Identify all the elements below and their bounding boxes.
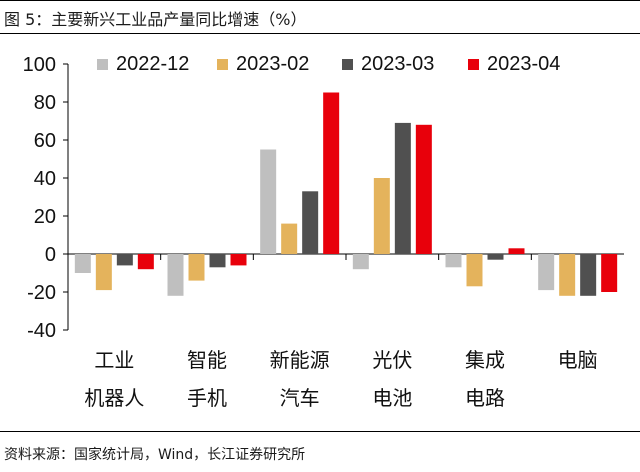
bar (373, 178, 390, 254)
y-tick-label: 0 (45, 244, 56, 266)
bar (538, 254, 555, 291)
bar (302, 191, 319, 254)
legend-swatch (217, 59, 228, 70)
bar (508, 248, 525, 254)
legend-swatch (342, 59, 353, 70)
bar (415, 124, 432, 254)
category-label: 集成 (465, 348, 505, 372)
category-label: 电路 (465, 386, 505, 410)
bar (137, 254, 154, 270)
bar (281, 223, 298, 254)
category-label: 光伏 (372, 348, 412, 372)
bar (466, 254, 483, 287)
bar (260, 149, 277, 254)
category-label: 新能源 (270, 348, 330, 372)
category-label: 电池 (372, 386, 412, 410)
title-rule (0, 33, 640, 34)
bar (559, 254, 576, 296)
bar (74, 254, 91, 273)
bar (352, 254, 369, 270)
category-label: 机器人 (84, 386, 144, 410)
y-tick-label: -20 (27, 282, 56, 304)
bar (601, 254, 618, 292)
y-tick-label: 60 (34, 130, 56, 152)
bar (116, 254, 133, 266)
bar (323, 92, 340, 254)
chart-title: 图 5：主要新兴工业品产量同比增速（%） (4, 10, 307, 29)
bar (167, 254, 184, 296)
bar (188, 254, 205, 281)
category-label: 汽车 (280, 386, 320, 410)
y-tick-label: 100 (23, 54, 56, 76)
source-note: 资料来源：国家统计局，Wind，长江证券研究所 (4, 447, 306, 463)
legend-swatch (97, 59, 108, 70)
bar (95, 254, 112, 291)
bottom-rule (0, 431, 640, 432)
legend-item: 2023-02 (217, 53, 309, 76)
y-tick-label: -40 (27, 320, 56, 342)
legend-label: 2023-02 (236, 53, 310, 75)
bar (209, 254, 226, 268)
category-label: 电脑 (558, 348, 598, 372)
category-label: 智能 (187, 348, 227, 372)
y-tick-label: 20 (34, 206, 56, 228)
legend-item: 2023-03 (342, 53, 434, 76)
bar (230, 254, 247, 266)
legend-item: 2022-12 (97, 53, 189, 76)
legend-item: 2023-04 (468, 53, 560, 76)
y-tick-label: 40 (34, 168, 56, 190)
bar (487, 254, 504, 260)
bar (580, 254, 597, 296)
legend-label: 2023-03 (361, 53, 435, 75)
y-tick-label: 80 (34, 92, 56, 114)
category-label: 工业 (94, 348, 134, 372)
legend-label: 2022-12 (116, 53, 190, 75)
category-label: 手机 (187, 386, 227, 410)
bar (445, 254, 462, 268)
legend-swatch (468, 59, 479, 70)
bar (394, 122, 411, 255)
legend-label: 2023-04 (487, 53, 561, 75)
top-rule (0, 0, 640, 1)
